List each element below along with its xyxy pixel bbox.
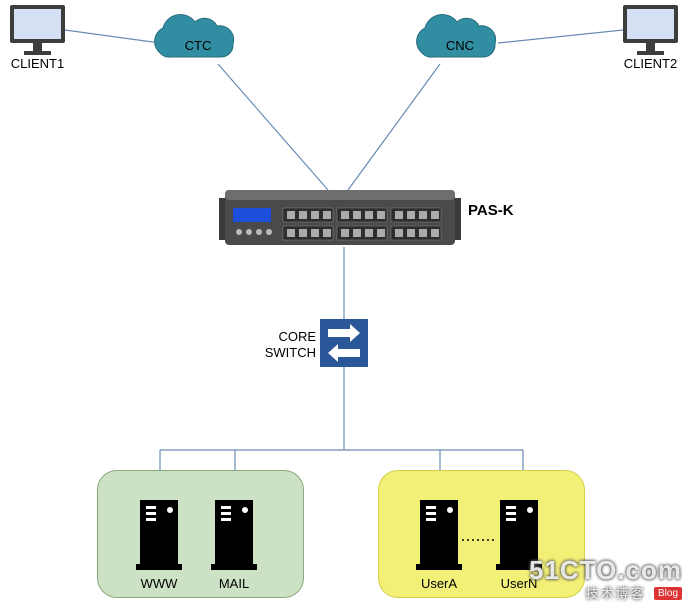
server-mail-icon: [211, 500, 257, 570]
watermark-sub: 技术博客: [586, 586, 646, 601]
client1-icon: [10, 5, 65, 55]
switch-label: CORE SWITCH: [238, 329, 316, 362]
watermark-tag: Blog: [654, 587, 682, 600]
client2-icon: [623, 5, 678, 55]
device-label: PAS-K: [468, 202, 514, 219]
watermark-main: 51CTO.com: [529, 557, 682, 583]
client1-label: CLIENT1: [0, 56, 75, 71]
server-www-label: WWW: [130, 576, 188, 591]
switch-label-line2: SWITCH: [265, 345, 316, 360]
icons-layer: [0, 0, 688, 609]
cloud-right-label: CNC: [440, 38, 480, 53]
pask-device-icon: [219, 190, 461, 245]
server-usera-label: UserA: [410, 576, 468, 591]
watermark: 51CTO.com 技术博客 Blog: [529, 557, 682, 603]
server-usera-icon: [416, 500, 462, 570]
core-switch-icon: [320, 319, 368, 367]
server-mail-label: MAIL: [205, 576, 263, 591]
client2-label: CLIENT2: [613, 56, 688, 71]
switch-label-line1: CORE: [278, 329, 316, 344]
cloud-left-label: CTC: [178, 38, 218, 53]
server-www-icon: [136, 500, 182, 570]
